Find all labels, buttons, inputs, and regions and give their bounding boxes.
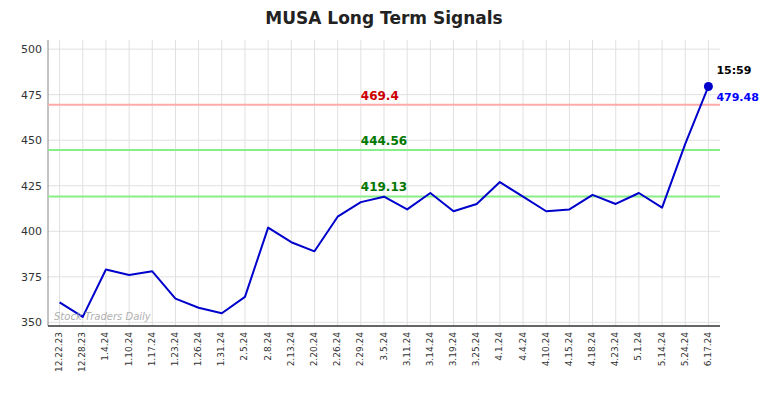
grid-line	[430, 40, 431, 326]
grid-line	[546, 40, 547, 326]
tick-label: 2.20.24	[309, 332, 319, 367]
line	[60, 86, 709, 316]
grid-line	[662, 40, 663, 326]
x-axis: 12.22.23 12.28.23 1.4.24 1.10.24 1.17.24 1.23…	[48, 326, 720, 372]
tick-label: 3.5.24	[379, 332, 389, 361]
tick-label: 4.10.24	[541, 332, 551, 367]
grid-line	[291, 40, 292, 326]
reference-label: 469.4	[361, 89, 399, 103]
tick-label: 350	[21, 316, 42, 329]
grid-line	[685, 40, 686, 326]
grid-line	[221, 40, 222, 326]
last-time: 15:59	[716, 64, 751, 77]
tick-label: 5.1.24	[633, 332, 643, 361]
tick-label: 475	[21, 89, 42, 102]
reference-line	[48, 104, 720, 106]
grid-line	[592, 40, 593, 326]
grid-line	[59, 40, 60, 326]
y-axis: 350 375 400 425 450 475 500	[21, 40, 48, 329]
tick-label: 425	[21, 180, 42, 193]
tick-label: 4.4.24	[518, 332, 528, 361]
reference-line	[48, 149, 720, 151]
tick-label: 450	[21, 134, 42, 147]
grid-line	[105, 40, 106, 326]
grid-line	[638, 40, 639, 326]
grid-line	[198, 40, 199, 326]
tick-label: 500	[21, 43, 42, 56]
grid-line	[175, 40, 176, 326]
tick-label: 3.14.24	[425, 332, 435, 367]
grid-line	[615, 40, 616, 326]
grid	[48, 40, 720, 326]
grid-line	[569, 40, 570, 326]
tick-label: 4.23.24	[610, 332, 620, 367]
tick-label: 2.5.24	[239, 332, 249, 361]
grid-line	[129, 40, 130, 326]
background	[0, 0, 784, 398]
last-price: 479.48	[716, 91, 758, 104]
grid-line	[337, 40, 338, 326]
grid-line	[314, 40, 315, 326]
tick-label: 2.8.24	[263, 332, 273, 361]
tick-label: 1.4.24	[100, 332, 110, 361]
tick-label: 4.1.24	[494, 332, 504, 361]
tick-label: 2.13.24	[286, 332, 296, 367]
tick-label: 4.18.24	[587, 332, 597, 367]
tick-label: 1.17.24	[147, 332, 157, 367]
grid-line	[82, 40, 83, 326]
tick-label: 2.29.24	[355, 332, 365, 367]
tick-label: 4.15.24	[564, 332, 574, 367]
tick-label: 12.22.23	[54, 332, 64, 372]
axis-line	[48, 325, 720, 327]
reference-label: 419.13	[361, 180, 407, 194]
tick-label: 1.10.24	[124, 332, 134, 367]
axis-line	[48, 40, 49, 326]
grid-line	[453, 40, 454, 326]
tick-label: 3.19.24	[448, 332, 458, 367]
title: MUSA Long Term Signals	[265, 8, 502, 28]
grid-line	[476, 40, 477, 326]
plot-area	[48, 82, 720, 317]
grid-line	[268, 40, 269, 326]
tick-label: 3.25.24	[471, 332, 481, 367]
tick-label: 5.14.24	[657, 332, 667, 367]
tick-label: 5.24.24	[680, 332, 690, 367]
tick-label: 3.11.24	[402, 332, 412, 367]
tick-label: 1.23.24	[170, 332, 180, 367]
tick-label: 2.26.24	[332, 332, 342, 367]
tick-label: 375	[21, 271, 42, 284]
grid-line	[244, 40, 245, 326]
grid-line	[523, 40, 524, 326]
reference-label: 444.56	[361, 134, 407, 148]
tick-label: 12.28.23	[77, 332, 87, 372]
annotations: 469.4 419.13 444.56 15:59 479.48 Stock Trader…	[54, 64, 759, 322]
tick-label: 400	[21, 225, 42, 238]
last-point	[704, 82, 713, 91]
grid-line	[152, 40, 153, 326]
tick-label: 6.17.24	[703, 332, 713, 367]
chart: 350 375 400 425 450 475 500 12.22.23 12.28.23 1.4…	[0, 0, 784, 398]
tick-label: 1.26.24	[193, 332, 203, 367]
watermark: Stock Traders Daily	[54, 311, 152, 322]
tick-label: 1.31.24	[216, 332, 226, 367]
